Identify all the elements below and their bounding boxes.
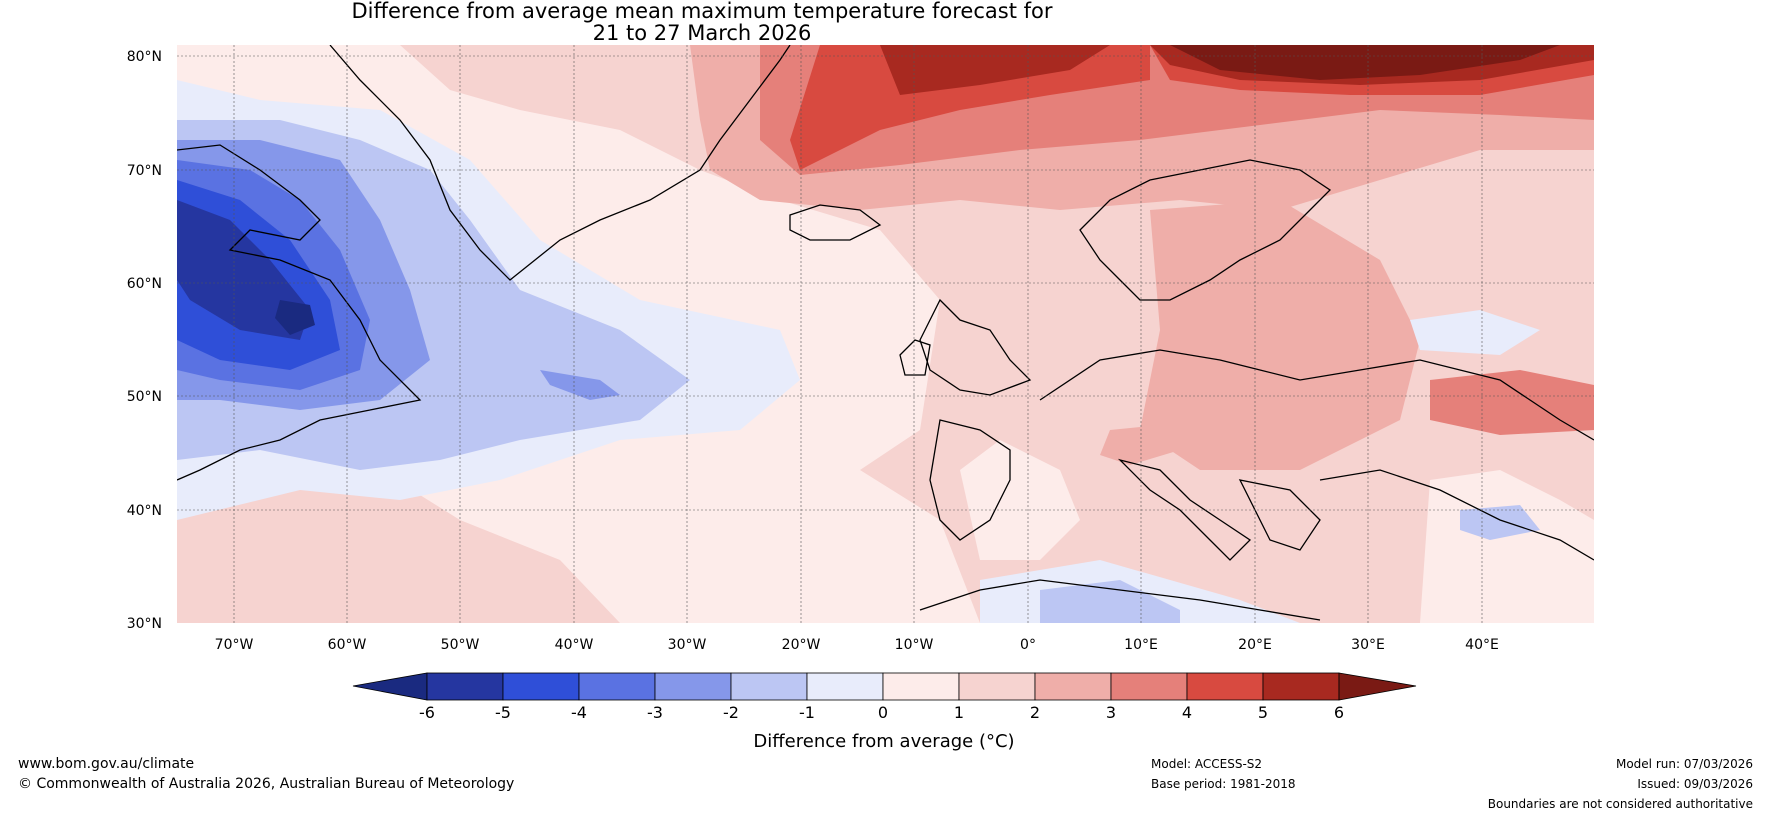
- colorbar-tick: 5: [1258, 703, 1268, 722]
- coastline-balkans: [1238, 479, 1321, 551]
- contour-1-2-southwest: [177, 470, 620, 623]
- colorbar-segment: [1034, 672, 1112, 701]
- gridlines: [177, 45, 1594, 623]
- lat-label: 80°N: [127, 49, 162, 65]
- contour-minus2-minus1-sahara: [1040, 580, 1180, 623]
- chart-title-line1: Difference from average mean maximum tem…: [351, 0, 1053, 23]
- coastline-italy: [1117, 458, 1252, 561]
- lon-label: 0°: [1020, 637, 1036, 653]
- latitude-labels: 80°N 70°N 60°N 50°N 40°N 30°N: [127, 49, 162, 632]
- colorbar-segment: [882, 672, 960, 701]
- footer-disclaimer: Boundaries are not considered authoritat…: [1488, 797, 1753, 811]
- contour-4-5-arctic: [790, 45, 1150, 170]
- lat-label: 60°N: [127, 276, 162, 292]
- contour-minus2-minus1-turkey: [1460, 505, 1540, 540]
- lon-label: 20°W: [782, 637, 821, 653]
- colorbar-tick: -1: [799, 703, 815, 722]
- colorbar-tick: -5: [495, 703, 511, 722]
- coastline-canada: [177, 144, 422, 481]
- contour-3-4-russia: [1430, 370, 1594, 435]
- footer-base-period: Base period: 1981-2018: [1151, 777, 1296, 791]
- colorbar-segment: [958, 672, 1036, 701]
- coastline-ireland: [899, 339, 931, 376]
- colorbar-extend-low: [352, 672, 428, 701]
- colorbar-segment: [730, 672, 808, 701]
- colorbar-tick: 0: [878, 703, 888, 722]
- coastline-iceland: [789, 204, 882, 241]
- coastline-iberia: [929, 419, 1011, 541]
- contour-2-3-alps: [1100, 425, 1180, 465]
- lon-label: 30°E: [1351, 637, 1385, 653]
- footer-model: Model: ACCESS-S2: [1151, 757, 1262, 771]
- colorbar-tick: 1: [954, 703, 964, 722]
- anomaly-contours: [177, 45, 1594, 623]
- lat-label: 50°N: [127, 389, 162, 405]
- footer-model-run: Model run: 07/03/2026: [1616, 757, 1753, 771]
- coastline-great-britain: [919, 298, 1032, 396]
- coastline-scandinavia: [1079, 159, 1332, 301]
- contour-minus6-minus5: [177, 200, 310, 340]
- coastline-black-sea: [1319, 469, 1594, 561]
- footer-copyright: © Commonwealth of Australia 2026, Austra…: [18, 776, 514, 792]
- colorbar-segment: [426, 672, 504, 701]
- footer-website: www.bom.gov.au/climate: [18, 756, 194, 772]
- lat-label: 70°N: [127, 163, 162, 179]
- lat-label: 40°N: [127, 503, 162, 519]
- colorbar-tick: 2: [1030, 703, 1040, 722]
- colorbar-tick: -6: [419, 703, 435, 722]
- contour-2-3-eastern-europe: [1140, 200, 1420, 470]
- colorbar-segment: [578, 672, 656, 701]
- footer: www.bom.gov.au/climate © Commonwealth of…: [18, 756, 1753, 811]
- contour-minus3-minus2-atlantic: [540, 370, 620, 400]
- map-plot-area: [177, 45, 1594, 623]
- footer-issued: Issued: 09/03/2026: [1637, 777, 1753, 791]
- colorbar-tick: -4: [571, 703, 587, 722]
- colorbar-tick: -3: [647, 703, 663, 722]
- lon-label: 20°E: [1238, 637, 1272, 653]
- contour-below-minus6: [275, 300, 315, 335]
- coastline-continental-europe: [1039, 349, 1594, 441]
- lon-label: 60°W: [328, 637, 367, 653]
- colorbar: [352, 672, 1417, 701]
- colorbar-tick: -2: [723, 703, 739, 722]
- coastlines: [177, 45, 1594, 621]
- coastline-north-africa: [919, 579, 1321, 621]
- lon-label: 40°E: [1465, 637, 1499, 653]
- colorbar-label: Difference from average (°C): [753, 731, 1014, 752]
- lon-label: 40°W: [555, 637, 594, 653]
- contour-0-1-southeast: [1420, 470, 1594, 623]
- longitude-labels: 70°W 60°W 50°W 40°W 30°W 20°W 10°W 0° 10…: [215, 637, 1499, 653]
- contour-above-6-barents: [1170, 45, 1560, 80]
- colorbar-segment: [1110, 672, 1188, 701]
- colorbar-tick: 6: [1334, 703, 1344, 722]
- lat-label: 30°N: [127, 616, 162, 632]
- lon-label: 10°E: [1124, 637, 1158, 653]
- colorbar-segment: [806, 672, 884, 701]
- colorbar-extend-high: [1338, 672, 1417, 701]
- contour-5-6-greenland-sea: [880, 45, 1110, 95]
- chart-title-line2: 21 to 27 March 2026: [592, 21, 812, 45]
- colorbar-tick: 3: [1106, 703, 1116, 722]
- colorbar-tick: 4: [1182, 703, 1192, 722]
- contour-minus1-0-russia: [1410, 310, 1540, 355]
- colorbar-segment: [1186, 672, 1264, 701]
- coastline-greenland: [329, 45, 791, 281]
- contour-0-1-iberia: [960, 440, 1080, 560]
- colorbar-segment: [502, 672, 580, 701]
- colorbar-ticks: -6 -5 -4 -3 -2 -1 0 1 2 3 4 5 6: [419, 703, 1344, 722]
- lon-label: 70°W: [215, 637, 254, 653]
- colorbar-segment: [1262, 672, 1340, 701]
- lon-label: 50°W: [441, 637, 480, 653]
- lon-label: 30°W: [668, 637, 707, 653]
- lon-label: 10°W: [895, 637, 934, 653]
- colorbar-segment: [654, 672, 732, 701]
